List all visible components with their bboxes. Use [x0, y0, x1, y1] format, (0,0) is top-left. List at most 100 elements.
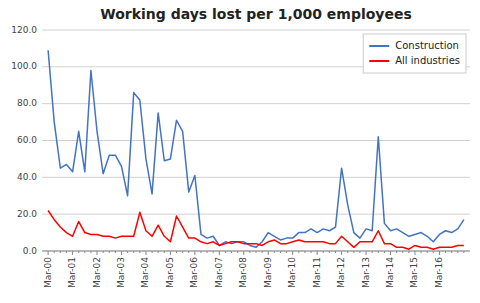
series-line — [48, 210, 464, 249]
x-tick — [133, 251, 134, 253]
grid-line — [42, 177, 470, 178]
x-tick — [103, 251, 104, 253]
y-tick-label: 0.0 — [23, 246, 38, 256]
x-tick — [170, 251, 171, 255]
x-tick — [249, 251, 250, 253]
x-tick — [66, 251, 67, 253]
series-line — [48, 50, 464, 247]
x-tick-label: Mar-16 — [434, 257, 444, 288]
x-tick — [182, 251, 183, 253]
x-tick — [54, 251, 55, 253]
x-tick — [176, 251, 177, 253]
x-tick — [139, 251, 140, 253]
x-tick — [268, 251, 269, 255]
x-tick-label: Mar-15 — [409, 257, 419, 288]
x-tick — [72, 251, 73, 255]
x-tick-label: Mar-06 — [189, 257, 199, 288]
x-tick — [414, 251, 415, 255]
y-tick-label: 100.0 — [11, 61, 37, 71]
x-tick — [109, 251, 110, 253]
x-tick — [194, 251, 195, 255]
legend-label: All industries — [395, 55, 460, 66]
x-tick — [207, 251, 208, 253]
x-tick — [304, 251, 305, 253]
y-tick-label: 80.0 — [17, 98, 37, 108]
x-tick — [121, 251, 122, 255]
x-tick — [256, 251, 257, 253]
x-tick — [451, 251, 452, 253]
x-tick — [231, 251, 232, 253]
x-tick — [347, 251, 348, 253]
grid-line — [42, 30, 470, 31]
x-tick — [317, 251, 318, 255]
x-tick — [457, 251, 458, 253]
chart: Working days lost per 1,000 employees 0.0… — [0, 0, 480, 303]
x-tick-label: Mar-12 — [336, 257, 346, 288]
x-tick — [286, 251, 287, 253]
legend-label: Construction — [395, 40, 459, 51]
x-tick — [292, 251, 293, 255]
plot-area — [48, 50, 464, 249]
y-tick-label: 60.0 — [17, 135, 37, 145]
x-tick — [311, 251, 312, 253]
x-tick-label: Mar-00 — [43, 257, 53, 288]
x-tick — [384, 251, 385, 253]
x-tick — [445, 251, 446, 253]
x-tick — [219, 251, 220, 255]
legend-swatch — [369, 60, 389, 62]
x-tick — [262, 251, 263, 253]
legend: Construction All industries — [363, 34, 466, 73]
x-tick-label: Mar-05 — [165, 257, 175, 288]
legend-swatch — [369, 45, 389, 47]
y-tick-label: 20.0 — [17, 209, 37, 219]
x-tick-label: Mar-13 — [361, 257, 371, 288]
x-tick — [158, 251, 159, 253]
x-tick — [97, 251, 98, 255]
x-tick — [225, 251, 226, 253]
x-tick — [323, 251, 324, 253]
x-tick — [127, 251, 128, 253]
y-tick-label: 120.0 — [11, 25, 37, 35]
x-tick — [329, 251, 330, 253]
x-tick — [152, 251, 153, 253]
x-tick-label: Mar-11 — [312, 257, 322, 288]
x-axis: Mar-00Mar-01Mar-02Mar-03Mar-04Mar-05Mar-… — [42, 251, 470, 288]
title: Working days lost per 1,000 employees — [100, 6, 412, 22]
y-tick-label: 40.0 — [17, 172, 37, 182]
x-tick — [280, 251, 281, 253]
x-tick — [335, 251, 336, 253]
x-tick — [396, 251, 397, 253]
grid-line — [42, 214, 470, 215]
x-tick — [463, 251, 464, 253]
x-tick — [433, 251, 434, 253]
x-tick — [164, 251, 165, 253]
x-tick — [408, 251, 409, 253]
x-tick — [274, 251, 275, 253]
x-tick-label: Mar-14 — [385, 257, 395, 288]
x-tick — [213, 251, 214, 253]
x-tick-label: Mar-08 — [238, 257, 248, 288]
x-tick — [243, 251, 244, 255]
x-tick — [402, 251, 403, 253]
grid-line — [42, 103, 470, 104]
x-tick — [366, 251, 367, 255]
x-tick — [341, 251, 342, 255]
x-tick — [145, 251, 146, 255]
x-tick — [188, 251, 189, 253]
x-tick — [60, 251, 61, 253]
x-tick — [353, 251, 354, 253]
x-tick — [78, 251, 79, 253]
x-tick — [115, 251, 116, 253]
x-tick-label: Mar-10 — [287, 257, 297, 288]
x-tick-label: Mar-09 — [263, 257, 273, 288]
x-tick — [84, 251, 85, 253]
x-tick-label: Mar-03 — [116, 257, 126, 288]
x-tick — [427, 251, 428, 253]
x-tick — [200, 251, 201, 253]
x-tick — [90, 251, 91, 253]
legend-box — [363, 34, 466, 73]
x-tick-label: Mar-01 — [67, 257, 77, 288]
x-tick — [378, 251, 379, 253]
x-tick — [439, 251, 440, 255]
x-tick — [298, 251, 299, 253]
